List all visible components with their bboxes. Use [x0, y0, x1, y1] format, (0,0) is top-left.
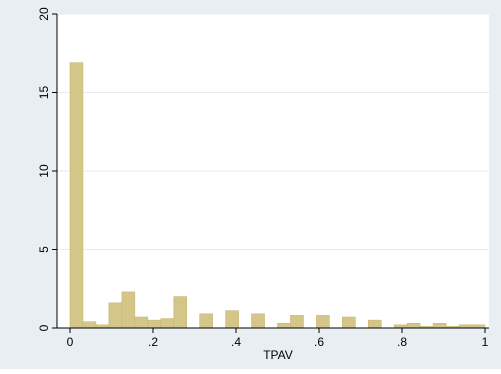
- histogram-bars: [69, 62, 486, 329]
- histogram-bar-0: [69, 62, 84, 329]
- x-tick-label-3: .6: [314, 335, 324, 349]
- x-tick-label-2: .4: [231, 335, 241, 349]
- histogram-bar-7: [160, 318, 175, 329]
- grid-lines: [57, 13, 489, 250]
- histogram-bar-14: [316, 315, 330, 329]
- histogram-bar-6: [147, 319, 162, 329]
- histogram-bar-4: [121, 291, 136, 329]
- y-tick-label-0: 0: [37, 324, 51, 331]
- histogram-bar-11: [251, 313, 265, 329]
- histogram-bar-3: [108, 302, 123, 329]
- histogram-bar-8: [173, 296, 188, 329]
- histogram-bar-18: [406, 322, 421, 329]
- x-axis-title: TPAV: [263, 348, 293, 362]
- x-tick-label-1: .2: [148, 335, 158, 349]
- histogram-bar-13: [290, 315, 304, 329]
- histogram-bar-9: [199, 313, 213, 329]
- histogram-bar-16: [367, 319, 382, 329]
- x-tick-label-5: 1: [482, 335, 489, 349]
- histogram-bar-20: [432, 322, 447, 329]
- y-tick-label-3: 15: [37, 86, 51, 100]
- histogram-bar-1: [82, 321, 97, 329]
- histogram-bar-15: [342, 316, 356, 329]
- histogram-bar-10: [225, 310, 239, 329]
- x-tick-label-0: 0: [67, 335, 74, 349]
- histogram-bar-12: [277, 322, 291, 329]
- x-tick-label-4: .8: [397, 335, 407, 349]
- histogram-bar-5: [134, 316, 149, 329]
- y-tick-label-1: 5: [37, 246, 51, 253]
- y-tick-label-4: 20: [37, 7, 51, 21]
- y-tick-label-2: 10: [37, 164, 51, 178]
